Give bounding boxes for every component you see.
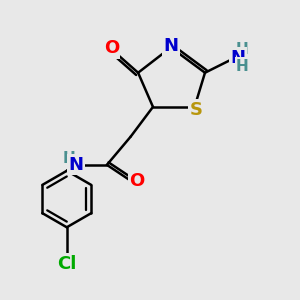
- Text: O: O: [129, 172, 144, 190]
- Text: N: N: [230, 49, 245, 67]
- Text: N: N: [163, 37, 178, 55]
- Text: H: H: [236, 59, 248, 74]
- Text: Cl: Cl: [57, 255, 76, 273]
- Text: N: N: [68, 156, 83, 174]
- Text: O: O: [104, 39, 119, 57]
- Text: H: H: [236, 42, 248, 57]
- Text: H: H: [63, 151, 76, 166]
- Text: S: S: [190, 101, 202, 119]
